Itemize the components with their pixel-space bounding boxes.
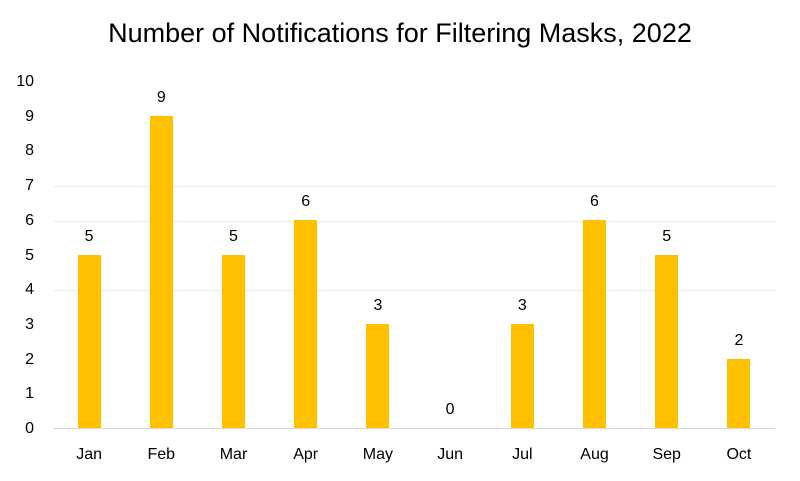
y-tick-4: 4: [25, 281, 34, 299]
y-tick-2: 2: [25, 350, 34, 368]
x-tick-sep: Sep: [652, 446, 681, 463]
value-label-jun: 0: [445, 401, 455, 418]
x-axis-line: [53, 428, 775, 429]
y-tick-5: 5: [25, 246, 34, 264]
bar-feb: [149, 115, 173, 428]
x-tick-oct: Oct: [726, 446, 752, 463]
x-tick-may: May: [362, 446, 393, 463]
gridline-y7: [53, 186, 775, 188]
value-label-feb: 9: [156, 88, 166, 106]
gridline-y4: [53, 290, 775, 292]
value-label-jul: 3: [517, 296, 527, 314]
x-tick-feb: Feb: [147, 446, 176, 463]
bar-may: [366, 323, 390, 428]
value-label-may: 3: [373, 296, 383, 314]
bar-apr: [294, 219, 318, 428]
value-label-apr: 6: [301, 192, 311, 210]
x-tick-jan: Jan: [76, 446, 102, 463]
bar-aug: [583, 219, 606, 428]
y-tick-10: 10: [16, 73, 34, 90]
bar-jan: [77, 254, 101, 428]
chart-title: Number of Notifications for Filtering Ma…: [108, 18, 692, 48]
y-tick-1: 1: [25, 385, 34, 403]
y-tick-9: 9: [25, 107, 34, 125]
value-label-jan: 5: [84, 227, 94, 245]
bar-jul: [510, 323, 534, 428]
gridline-y6: [53, 220, 775, 222]
value-label-mar: 5: [229, 227, 238, 245]
value-label-oct: 2: [734, 331, 744, 349]
x-tick-jul: Jul: [512, 446, 533, 463]
bar-oct: [727, 358, 751, 428]
plot-area: 5 9 5 6 3 0 3 6 5 2: [53, 82, 775, 429]
value-label-aug: 6: [590, 192, 599, 210]
bar-mar: [222, 254, 245, 428]
x-tick-aug: Aug: [580, 446, 609, 463]
x-tick-apr: Apr: [293, 446, 319, 463]
x-tick-mar: Mar: [219, 446, 248, 463]
value-label-sep: 5: [662, 227, 672, 245]
x-tick-jun: Jun: [437, 446, 463, 463]
y-tick-8: 8: [25, 142, 34, 160]
bar-sep: [655, 254, 679, 428]
y-tick-3: 3: [25, 315, 34, 333]
y-tick-0: 0: [25, 420, 34, 437]
y-tick-6: 6: [25, 211, 34, 229]
y-tick-7: 7: [25, 177, 34, 195]
